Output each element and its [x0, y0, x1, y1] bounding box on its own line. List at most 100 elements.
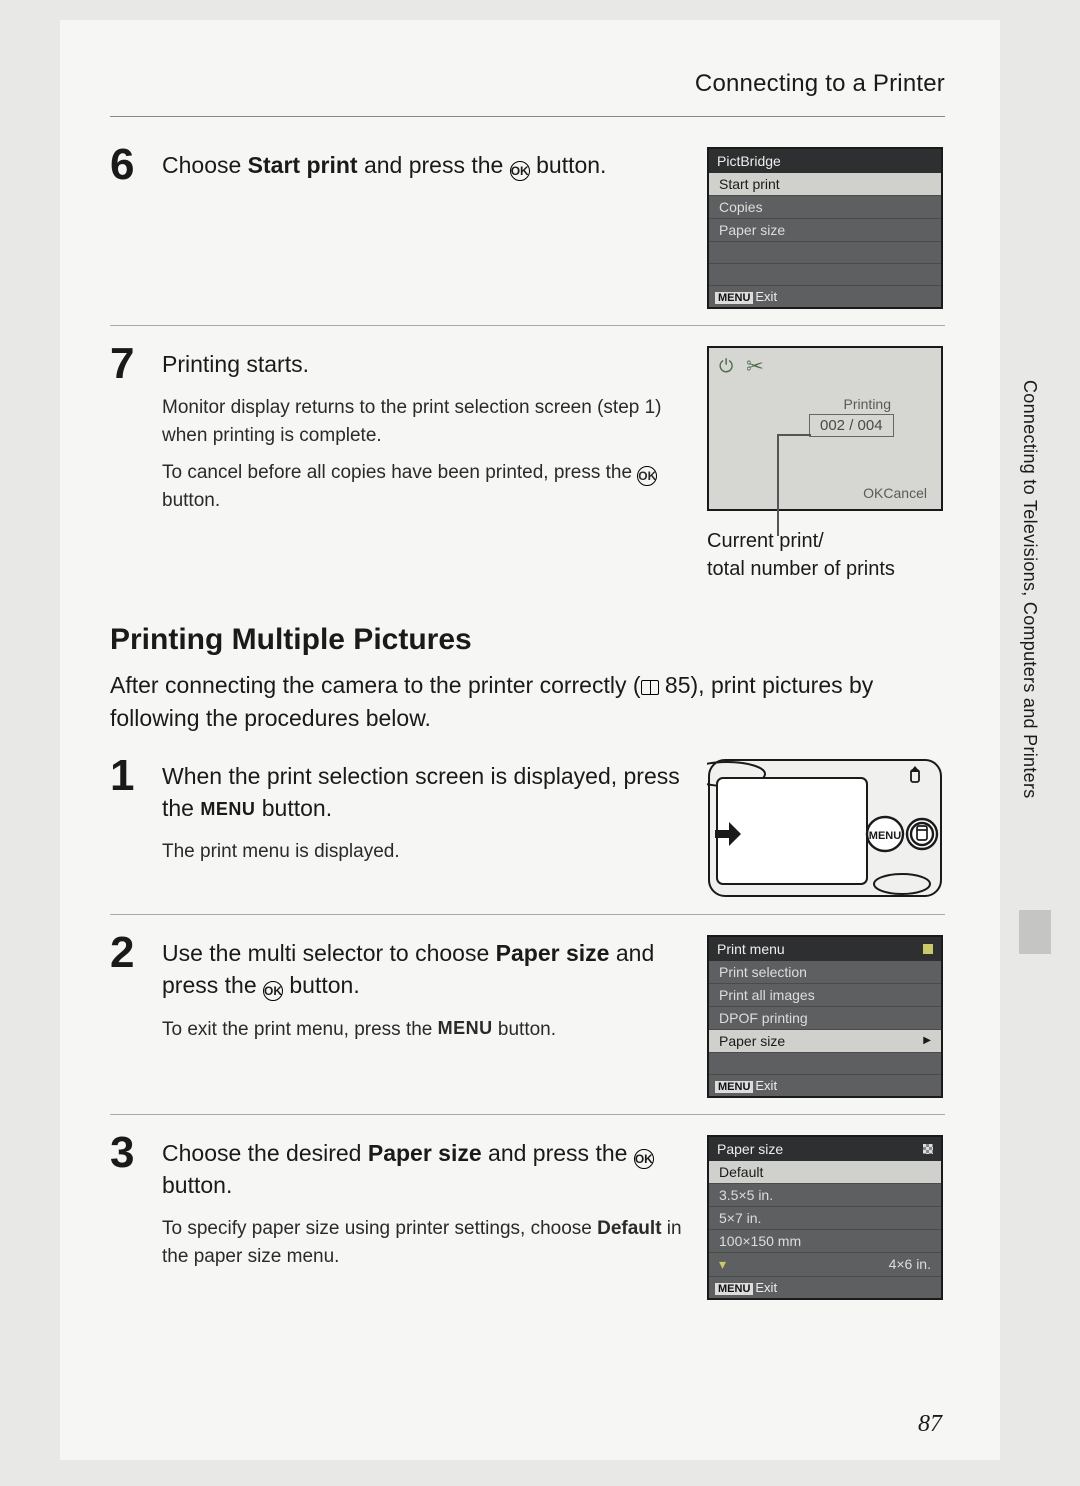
ok-icon: OK — [510, 161, 530, 181]
text: button. — [283, 972, 360, 998]
callout-line — [777, 436, 779, 536]
text: button. — [162, 490, 220, 511]
page-header: Connecting to a Printer — [110, 70, 945, 117]
text: Choose the desired — [162, 1140, 368, 1166]
ok-icon: OK — [263, 981, 283, 1001]
lcd-print-menu: Print menu Print selection Print all ima… — [707, 935, 943, 1098]
menu-badge-icon: MENU — [715, 1081, 753, 1093]
bold-text: Start print — [248, 152, 358, 178]
multi-step-3: 3 Choose the desired Paper size and pres… — [110, 1135, 945, 1300]
menu-badge-icon: MENU — [715, 1283, 753, 1295]
text: Exit — [755, 1078, 777, 1093]
lcd-row-selected: Start print — [709, 173, 941, 196]
bold-text: Paper size — [368, 1140, 482, 1166]
lcd-row: 5×7 in. — [709, 1207, 941, 1230]
book-icon — [641, 680, 659, 695]
bold-text: Paper size — [496, 940, 610, 966]
lcd-row-empty — [709, 242, 941, 264]
scroll-down-icon: ▾ — [719, 1256, 726, 1273]
step-desc: To specify paper size using printer sett… — [162, 1215, 693, 1270]
lcd-row: Print all images — [709, 984, 941, 1007]
lcd-row-selected: Default — [709, 1161, 941, 1184]
step-number: 7 — [110, 342, 154, 386]
ok-icon: OK — [637, 466, 657, 486]
lcd-caption: Current print/ total number of prints — [707, 527, 945, 583]
lcd-row-empty — [709, 264, 941, 286]
text: Cancel — [883, 485, 927, 501]
text: To exit the print menu, press the — [162, 1019, 438, 1040]
lcd-header: PictBridge — [709, 149, 941, 173]
lcd-row: 3.5×5 in. — [709, 1184, 941, 1207]
text: Use the multi selector to choose — [162, 940, 496, 966]
lcd-row: 100×150 mm — [709, 1230, 941, 1253]
svg-text:MENU: MENU — [869, 830, 901, 842]
lcd-row-empty — [709, 1053, 941, 1075]
lcd-row-selected: Paper size ▶ — [709, 1030, 941, 1053]
lcd-row: Print selection — [709, 961, 941, 984]
lcd-header: Print menu — [709, 937, 941, 961]
menu-word-icon: MENU — [200, 799, 255, 819]
text: button. — [255, 795, 332, 821]
bold-text: Default — [597, 1218, 661, 1239]
step-6: 6 Choose Start print and press the OK bu… — [110, 147, 945, 326]
power-printer-icons: ⏻ ✂ — [719, 356, 768, 377]
arrow-right-icon: ▶ — [923, 1035, 931, 1046]
ok-icon: OK — [634, 1149, 654, 1169]
text: To cancel before all copies have been pr… — [162, 462, 637, 483]
indicator-icon — [923, 1144, 933, 1154]
text: Paper size — [719, 1033, 785, 1049]
step-title: Use the multi selector to choose Paper s… — [162, 937, 693, 1001]
menu-word-icon: MENU — [438, 1018, 493, 1038]
step-number: 2 — [110, 931, 154, 975]
text: and press the — [358, 152, 510, 178]
text: button. — [530, 152, 607, 178]
lcd-printing-progress: ⏻ ✂ Printing 002 / 004 OKCancel — [707, 346, 943, 511]
section-heading: Printing Multiple Pictures — [110, 623, 945, 657]
side-index-block — [1019, 910, 1051, 954]
step-title: Printing starts. — [162, 348, 693, 380]
step-7: 7 Printing starts. Monitor display retur… — [110, 346, 945, 599]
step-desc: Monitor display returns to the print sel… — [162, 394, 693, 514]
step-title: When the print selection screen is displ… — [162, 760, 693, 824]
step-number: 3 — [110, 1131, 154, 1175]
menu-badge-icon: MENU — [715, 292, 753, 304]
camera-back-illustration: MENU — [707, 758, 943, 898]
cancel-label: OKCancel — [863, 485, 927, 501]
text: Monitor display returns to the print sel… — [162, 394, 693, 449]
lcd-footer: MENUExit — [709, 286, 941, 307]
lcd-footer: MENUExit — [709, 1075, 941, 1096]
lcd-footer: MENUExit — [709, 1277, 941, 1298]
lcd-row: Paper size — [709, 219, 941, 242]
print-count: 002 / 004 — [809, 414, 894, 437]
text: Paper size — [717, 1141, 783, 1157]
text: Exit — [755, 1280, 777, 1295]
text: 4×6 in. — [889, 1256, 931, 1272]
text: and press the — [482, 1140, 634, 1166]
lcd-row: Copies — [709, 196, 941, 219]
page-number: 87 — [918, 1411, 942, 1438]
text: button. — [162, 1172, 232, 1198]
text: Choose — [162, 152, 248, 178]
text: Print menu — [717, 941, 785, 957]
multi-step-2: 2 Use the multi selector to choose Paper… — [110, 935, 945, 1115]
step-title: Choose Start print and press the OK butt… — [162, 149, 693, 181]
multi-step-1: 1 When the print selection screen is dis… — [110, 758, 945, 915]
side-tab-text: Connecting to Televisions, Computers and… — [1019, 380, 1040, 900]
section-intro: After connecting the camera to the print… — [110, 669, 945, 736]
manual-page: Connecting to a Printer 6 Choose Start p… — [60, 20, 1000, 1460]
text: button. — [493, 1019, 556, 1040]
lcd-row: ▾ 4×6 in. — [709, 1253, 941, 1277]
step-number: 6 — [110, 143, 154, 187]
ok-icon: OK — [863, 485, 883, 501]
printing-label: Printing — [844, 396, 891, 412]
indicator-icon — [923, 944, 933, 954]
text: After connecting the camera to the print… — [110, 672, 641, 698]
lcd-row: DPOF printing — [709, 1007, 941, 1030]
side-tab: Connecting to Televisions, Computers and… — [1019, 380, 1051, 900]
step-title: Choose the desired Paper size and press … — [162, 1137, 693, 1201]
text: To specify paper size using printer sett… — [162, 1218, 597, 1239]
text: Exit — [755, 289, 777, 304]
lcd-paper-size: Paper size Default 3.5×5 in. 5×7 in. 100… — [707, 1135, 943, 1300]
lcd-header: Paper size — [709, 1137, 941, 1161]
step-desc: The print menu is displayed. — [162, 838, 693, 866]
